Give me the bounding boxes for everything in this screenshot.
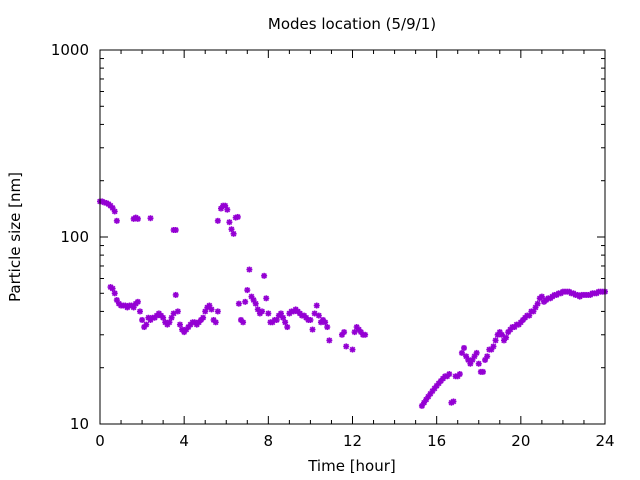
data-point bbox=[282, 319, 289, 326]
data-point bbox=[136, 308, 143, 315]
data-point bbox=[235, 300, 242, 307]
data-point bbox=[109, 285, 116, 292]
data-point bbox=[263, 295, 270, 302]
x-tick-label: 16 bbox=[427, 432, 446, 450]
data-point bbox=[307, 316, 314, 323]
data-point bbox=[226, 219, 233, 226]
data-point bbox=[143, 321, 150, 328]
data-point bbox=[490, 343, 497, 350]
data-point bbox=[473, 349, 480, 356]
data-point bbox=[134, 215, 141, 222]
data-point bbox=[362, 331, 369, 338]
x-ticks: 0 4 8 12 16 20 24 bbox=[95, 50, 615, 450]
y-tick-label: 100 bbox=[60, 228, 89, 246]
plot-frame bbox=[99, 49, 606, 425]
data-point bbox=[234, 213, 241, 220]
chart-title: Modes location (5/9/1) bbox=[268, 15, 436, 33]
x-tick-label: 24 bbox=[595, 432, 614, 450]
data-point bbox=[265, 310, 272, 317]
data-point bbox=[313, 302, 320, 309]
data-point bbox=[113, 217, 120, 224]
data-point bbox=[246, 266, 253, 273]
data-point bbox=[280, 314, 287, 321]
data-point bbox=[446, 371, 453, 378]
x-tick-label: 12 bbox=[343, 432, 362, 450]
data-point bbox=[324, 324, 331, 331]
data-point bbox=[166, 319, 173, 326]
data-point bbox=[214, 217, 221, 224]
data-point bbox=[534, 300, 541, 307]
data-point bbox=[261, 272, 268, 279]
data-point bbox=[208, 306, 215, 313]
data-point bbox=[309, 326, 316, 333]
points bbox=[97, 198, 608, 409]
y-ticks: 10 100 1000 bbox=[51, 41, 605, 433]
data-point bbox=[176, 321, 183, 328]
data-point bbox=[244, 287, 251, 294]
data-point bbox=[484, 353, 491, 360]
data-point bbox=[160, 314, 167, 321]
data-point bbox=[322, 319, 329, 326]
data-point bbox=[538, 293, 545, 300]
data-point bbox=[172, 291, 179, 298]
data-point bbox=[172, 227, 179, 234]
data-point bbox=[252, 300, 259, 307]
data-point bbox=[200, 314, 207, 321]
y-tick-label: 10 bbox=[70, 415, 89, 433]
data-point bbox=[461, 344, 468, 351]
x-tick-label: 0 bbox=[95, 432, 105, 450]
data-point bbox=[492, 337, 499, 344]
data-point bbox=[212, 319, 219, 326]
data-point bbox=[147, 215, 154, 222]
data-point bbox=[341, 329, 348, 336]
data-point bbox=[240, 319, 247, 326]
x-tick-label: 20 bbox=[511, 432, 530, 450]
data-point bbox=[498, 331, 505, 338]
data-point bbox=[224, 206, 231, 213]
data-point bbox=[174, 308, 181, 315]
data-point bbox=[230, 230, 237, 237]
data-point bbox=[111, 290, 118, 297]
data-point bbox=[134, 298, 141, 305]
data-point bbox=[456, 371, 463, 378]
data-point bbox=[284, 324, 291, 331]
data-point bbox=[111, 208, 118, 215]
data-point bbox=[458, 349, 465, 356]
data-point bbox=[503, 334, 510, 341]
data-point bbox=[425, 393, 432, 400]
data-point bbox=[349, 346, 356, 353]
x-tick-label: 8 bbox=[264, 432, 274, 450]
data-point bbox=[479, 368, 486, 375]
x-tick-label: 4 bbox=[179, 432, 189, 450]
data-point bbox=[450, 398, 457, 405]
data-point bbox=[214, 308, 221, 315]
data-point bbox=[228, 226, 235, 233]
data-point bbox=[351, 329, 358, 336]
data-point bbox=[315, 312, 322, 319]
data-point bbox=[259, 308, 266, 315]
data-point bbox=[139, 316, 146, 323]
data-point bbox=[242, 298, 249, 305]
y-tick-label: 1000 bbox=[51, 41, 89, 59]
y-axis-label: Particle size [nm] bbox=[6, 172, 24, 302]
data-point bbox=[326, 337, 333, 344]
data-point bbox=[475, 360, 482, 367]
x-axis-label: Time [hour] bbox=[307, 457, 396, 475]
data-point bbox=[343, 343, 350, 350]
